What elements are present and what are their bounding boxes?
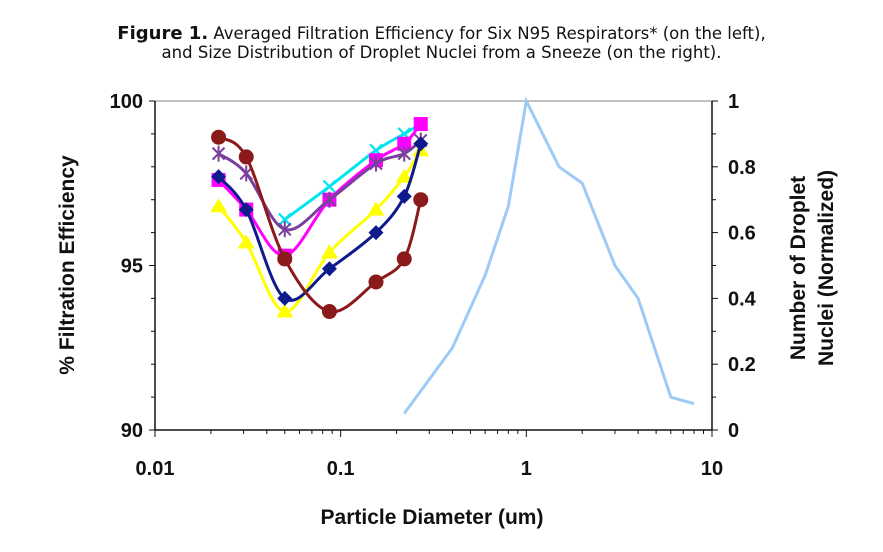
x-tick-label: 10: [701, 458, 723, 480]
circle-marker: [277, 251, 293, 267]
diamond-marker: [396, 188, 412, 204]
star-marker: [369, 155, 383, 172]
y-right-tick-label: 0.6: [728, 223, 756, 245]
figure-caption: Figure 1. Averaged Filtration Efficiency…: [0, 24, 883, 62]
figure-label: Figure 1.: [117, 23, 209, 44]
y-right-tick-label: 0: [728, 420, 739, 442]
star-marker: [211, 145, 226, 162]
series-line: [403, 96, 695, 415]
x-marker: [277, 212, 292, 227]
plot-frame: [154, 100, 713, 431]
circle-marker: [321, 304, 337, 320]
diamond-marker: [368, 225, 384, 241]
y-left-tick-label: 100: [110, 91, 143, 113]
tick-labels: 0.01 0.1 1 10 90 95 100 0 0.2 0.4 0.6 0.8 1: [110, 91, 757, 480]
x-marker: [322, 179, 337, 194]
y-right-tick-label: 0.8: [728, 157, 756, 179]
series-group: [210, 96, 695, 415]
triangle-marker: [210, 198, 228, 213]
x-tick-label: 1: [521, 458, 532, 480]
square-marker: [397, 136, 412, 151]
caption-line-1: Averaged Filtration Efficiency for Six N…: [213, 24, 766, 43]
y-right-tick-label: 0.4: [728, 288, 757, 310]
circle-marker: [368, 274, 384, 290]
square-marker: [413, 117, 428, 132]
x-tick-label: 0.01: [136, 458, 175, 480]
x-tick-label: 0.1: [327, 458, 355, 480]
series-6: [211, 129, 429, 320]
star-marker: [278, 221, 292, 238]
series-line: [217, 123, 422, 258]
axes: [149, 100, 718, 437]
series-line: [217, 143, 423, 302]
star-marker: [322, 191, 337, 208]
diamond-marker: [211, 169, 227, 185]
diamond-marker: [277, 290, 293, 306]
triangle-marker: [320, 244, 338, 259]
circle-marker: [238, 149, 254, 165]
y-right-tick-label: 1: [728, 91, 739, 113]
y-left-tick-label: 95: [121, 256, 143, 278]
circle-marker: [413, 192, 429, 208]
y-axis-title-left: % Filtration Efficiency: [56, 155, 79, 375]
circle-marker: [211, 129, 227, 145]
diamond-marker: [321, 261, 337, 277]
star-marker: [397, 145, 411, 162]
triangle-marker: [395, 168, 413, 183]
triangle-marker: [367, 201, 385, 216]
triangle-marker: [237, 234, 255, 249]
x-axis-title: Particle Diameter (um): [321, 506, 544, 529]
diamond-marker: [238, 202, 254, 218]
diamond-marker: [413, 136, 429, 152]
y-axis-title-right-line-2: Nuclei (Normalized): [815, 170, 838, 366]
y-left-tick-label: 90: [121, 420, 143, 442]
series-5: [211, 136, 429, 306]
y-right-tick-label: 0.2: [728, 354, 756, 376]
series-7: [403, 96, 695, 415]
y-axis-title-right-line-1: Number of Droplet: [787, 176, 810, 360]
circle-marker: [396, 251, 412, 267]
triangle-marker: [276, 303, 294, 318]
caption-line-2: and Size Distribution of Droplet Nuclei …: [161, 43, 722, 62]
